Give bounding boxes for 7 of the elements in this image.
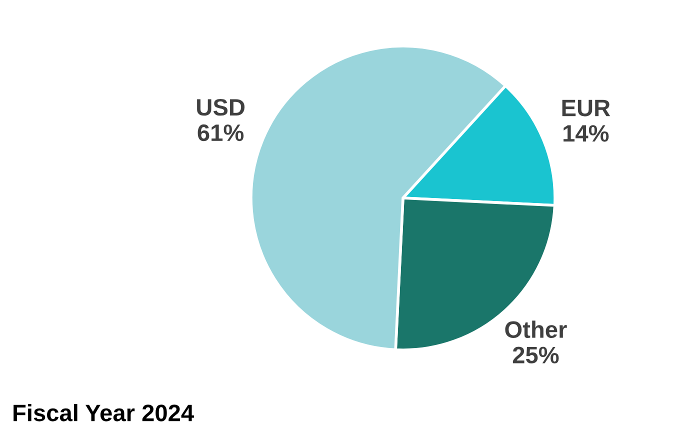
slice-label: EUR: [562, 100, 610, 116]
slice-label: Other: [505, 320, 567, 338]
data-label: 14%: [564, 125, 609, 142]
data-label: 61%: [198, 124, 244, 142]
slice-label: USD: [197, 98, 245, 116]
text: Fiscal Year 2024: [14, 404, 194, 422]
data-label: 25%: [512, 346, 559, 364]
